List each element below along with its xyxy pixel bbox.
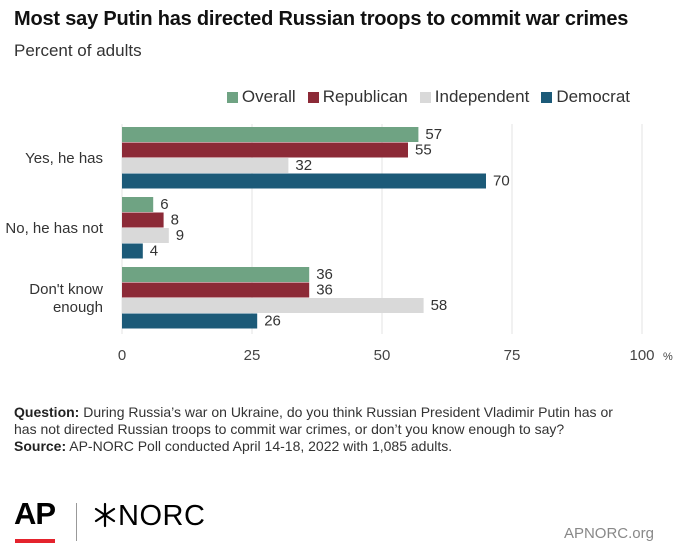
legend-label-independent: Independent: [434, 87, 530, 106]
legend-item-democrat: Democrat: [541, 87, 630, 107]
bar: [122, 212, 164, 228]
legend-item-independent: Independent: [419, 87, 530, 107]
question-text: During Russia’s war on Ukraine, do you t…: [14, 404, 613, 437]
data-label: 58: [431, 297, 448, 314]
source-text: AP-NORC Poll conducted April 14-18, 2022…: [66, 438, 453, 454]
bar: [122, 282, 310, 298]
bar: [122, 313, 258, 329]
legend-swatch-republican: [307, 91, 319, 103]
chart-legend: Overall Republican Independent Democrat: [226, 87, 630, 107]
x-axis-unit: %: [663, 351, 673, 363]
bar: [122, 197, 154, 212]
footnote: Question: During Russia’s war on Ukraine…: [14, 404, 634, 455]
legend-label-republican: Republican: [322, 87, 408, 106]
legend-label-democrat: Democrat: [556, 87, 630, 106]
category-label: Yes, he has: [25, 150, 103, 167]
bar: [122, 173, 486, 189]
chart-subtitle: Percent of adults: [14, 41, 142, 60]
bar: [122, 158, 289, 173]
data-label: 6: [160, 196, 168, 213]
data-label: 57: [425, 126, 442, 143]
x-tick-label: 100: [629, 347, 654, 364]
legend-swatch-democrat: [541, 91, 553, 103]
site-url: APNORC.org: [563, 525, 654, 542]
bar: [122, 298, 424, 313]
data-label: 70: [493, 173, 510, 190]
x-tick-label: 0: [118, 347, 126, 364]
category-label: No, he has not: [5, 220, 103, 237]
category-label-line: Don't know: [29, 281, 103, 298]
bar: [122, 243, 143, 259]
legend-label-overall: Overall: [241, 87, 296, 106]
category-label: Don't know enough: [29, 281, 103, 316]
ap-logo-underline: [15, 539, 55, 543]
bar: [122, 267, 310, 282]
legend-swatch-independent: [419, 91, 431, 103]
ap-logo: AP: [14, 496, 56, 531]
x-tick-label: 50: [374, 347, 391, 364]
data-label: 55: [415, 142, 432, 159]
legend-swatch-overall: [226, 91, 238, 103]
data-label: 36: [316, 282, 333, 299]
legend-item-overall: Overall: [226, 87, 296, 107]
bar: [122, 127, 419, 142]
data-label: 9: [176, 227, 184, 244]
logo-divider: [76, 503, 77, 541]
bar: [122, 142, 408, 158]
x-tick-label: 25: [244, 347, 261, 364]
data-label: 8: [171, 212, 179, 229]
x-tick-label: 75: [504, 347, 521, 364]
data-label: 26: [264, 313, 281, 330]
source-label: Source:: [14, 438, 67, 454]
category-label-line: No, he has not: [5, 220, 103, 237]
category-label-line: Yes, he has: [25, 150, 103, 167]
chart-title: Most say Putin has directed Russian troo…: [14, 8, 629, 30]
question-label: Question:: [14, 404, 80, 420]
category-label-line: enough: [53, 299, 103, 316]
data-label: 36: [316, 266, 333, 283]
norc-logo: NORC: [118, 500, 206, 532]
data-label: 32: [295, 157, 312, 174]
legend-item-republican: Republican: [307, 87, 408, 107]
bar: [122, 228, 169, 243]
norc-star-icon: [94, 502, 116, 528]
data-label: 4: [150, 243, 158, 260]
